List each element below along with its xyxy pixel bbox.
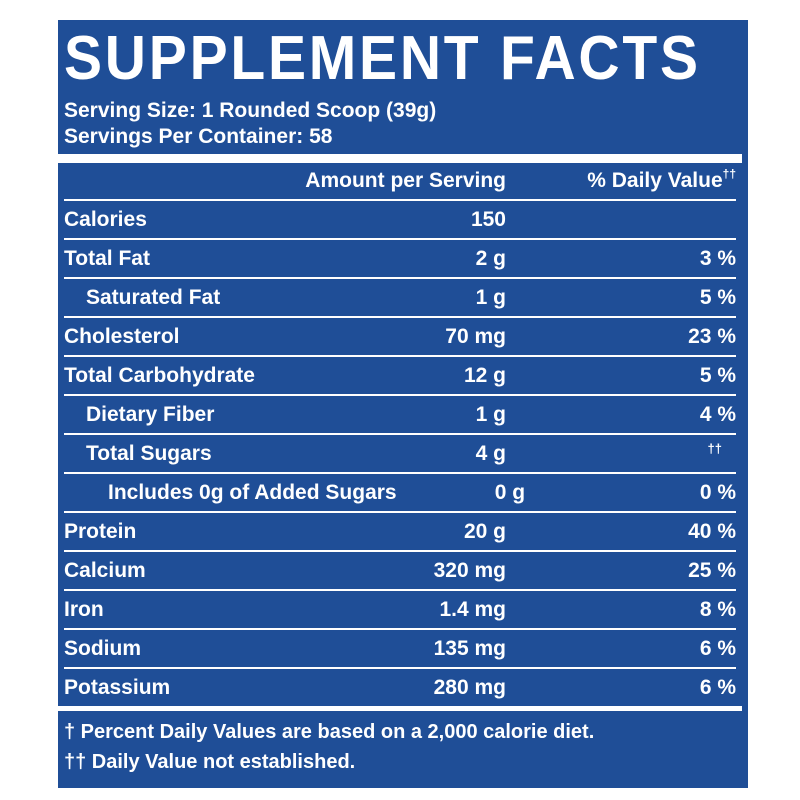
row-divider — [64, 277, 736, 279]
nutrient-name: Calories — [64, 207, 147, 231]
nutrient-name: Total Sugars — [86, 441, 212, 465]
nutrient-name: Cholesterol — [64, 324, 180, 348]
row-divider — [64, 394, 736, 396]
nutrient-name: Sodium — [64, 636, 141, 660]
nutrient-amount: 1.4 mg — [439, 597, 506, 621]
nutrient-row: Calories 150 — [64, 201, 736, 238]
nutrient-amount: 2 g — [475, 246, 506, 270]
nutrient-name: Total Fat — [64, 246, 150, 270]
row-divider — [64, 589, 736, 591]
nutrient-amount: 1 g — [475, 402, 506, 426]
nutrient-daily-value: 40 % — [688, 519, 736, 543]
row-divider — [64, 433, 736, 435]
nutrient-amount: 320 mg — [433, 558, 506, 582]
nutrient-row: Total Carbohydrate 12 g 5 % — [64, 357, 736, 394]
nutrient-name: Includes 0g of Added Sugars — [108, 480, 397, 504]
nutrient-row: Saturated Fat 1 g 5 % — [64, 279, 736, 316]
nutrient-row: Total Fat 2 g 3 % — [64, 240, 736, 277]
row-divider — [64, 238, 736, 240]
label-title: SUPPLEMENT FACTS — [64, 24, 701, 93]
servings-per-container: Servings Per Container: 58 — [64, 125, 333, 148]
nutrient-daily-value: 6 % — [699, 675, 736, 699]
nutrient-amount: 20 g — [463, 519, 506, 543]
nutrient-row: Protein 20 g 40 % — [64, 513, 736, 550]
nutrient-row: Potassium 280 mg 6 % — [64, 669, 736, 706]
nutrient-row: Sodium 135 mg 6 % — [64, 630, 736, 667]
nutrient-daily-value: 5 % — [699, 285, 736, 309]
nutrient-name: Saturated Fat — [86, 285, 221, 309]
nutrient-row: Iron 1.4 mg 8 % — [64, 591, 736, 628]
nutrient-daily-value: 6 % — [699, 636, 736, 660]
nutrient-daily-value: 5 % — [699, 363, 736, 387]
serving-size: Serving Size: 1 Rounded Scoop (39g) — [64, 99, 437, 122]
row-divider — [64, 472, 736, 474]
column-header-row: Amount per Serving % Daily Value†† — [64, 163, 736, 199]
nutrient-amount: 70 mg — [445, 324, 506, 348]
row-divider — [64, 355, 736, 357]
daily-value-header-mark: †† — [722, 167, 736, 181]
nutrient-amount: 280 mg — [433, 675, 506, 699]
nutrient-amount: 150 — [470, 207, 506, 231]
nutrient-row: Dietary Fiber 1 g 4 % — [64, 396, 736, 433]
daily-value-header-text: % Daily Value — [587, 169, 723, 192]
nutrient-amount: 1 g — [475, 285, 506, 309]
footnote-not-established: †† Daily Value not established. — [64, 751, 356, 773]
nutrient-amount: 12 g — [463, 363, 506, 387]
nutrient-rows: Calories 150 Total Fat 2 g 3 % Saturated Fat 1… — [64, 199, 736, 706]
row-divider — [64, 628, 736, 630]
nutrient-daily-value: 4 % — [699, 402, 736, 426]
footnotes: † Percent Daily Values are based on a 2,… — [64, 717, 736, 777]
bottom-divider — [58, 706, 742, 711]
nutrient-row: Cholesterol 70 mg 23 % — [64, 318, 736, 355]
daily-value-header: % Daily Value†† — [506, 167, 736, 193]
nutrient-name: Protein — [64, 519, 137, 543]
nutrient-amount: 4 g — [475, 441, 506, 465]
footnote-daily-values: † Percent Daily Values are based on a 2,… — [64, 721, 595, 743]
nutrient-name: Potassium — [64, 675, 171, 699]
row-divider — [64, 199, 736, 201]
nutrient-amount: 0 g — [494, 480, 526, 504]
nutrient-name: Calcium — [64, 558, 146, 582]
nutrient-daily-value: 25 % — [688, 558, 736, 582]
supplement-facts-panel: SUPPLEMENT FACTS Serving Size: 1 Rounded… — [58, 20, 748, 788]
row-divider — [64, 511, 736, 513]
nutrient-daily-value: †† — [707, 441, 722, 456]
nutrient-daily-value: 0 % — [699, 480, 736, 504]
thick-divider — [58, 154, 742, 163]
row-divider — [64, 667, 736, 669]
nutrient-name: Total Carbohydrate — [64, 363, 255, 387]
nutrient-name: Dietary Fiber — [86, 402, 215, 426]
nutrient-row: Includes 0g of Added Sugars 0 g 0 % — [64, 474, 736, 511]
amount-header: Amount per Serving — [305, 169, 506, 192]
nutrient-name: Iron — [64, 597, 104, 621]
nutrient-row: Calcium 320 mg 25 % — [64, 552, 736, 589]
nutrient-row: Total Sugars 4 g †† — [64, 435, 736, 472]
row-divider — [64, 316, 736, 318]
nutrient-daily-value: 23 % — [688, 324, 736, 348]
nutrient-daily-value: 8 % — [699, 597, 736, 621]
nutrient-daily-value: 3 % — [699, 246, 736, 270]
nutrient-amount: 135 mg — [433, 636, 506, 660]
row-divider — [64, 550, 736, 552]
